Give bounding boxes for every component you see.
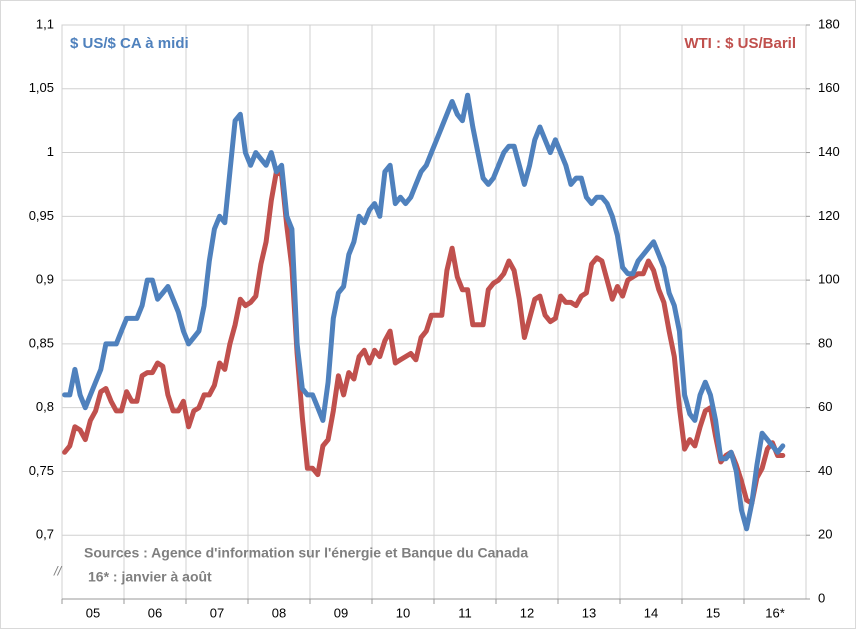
x-tick-label: 15 <box>706 605 720 620</box>
x-tick-label: 06 <box>148 605 162 620</box>
y-tick-label: 0,9 <box>36 272 54 287</box>
x-tick-label: 09 <box>334 605 348 620</box>
y-tick-label: 1,1 <box>36 16 54 31</box>
y-tick-label: 0,7 <box>36 527 54 542</box>
y2-tick-label: 180 <box>818 16 840 31</box>
y2-tick-label: 160 <box>818 80 840 95</box>
x-tick-label: 14 <box>644 605 658 620</box>
footnote: 16* : janvier à août <box>88 569 212 585</box>
y-tick-label: 0,95 <box>29 208 54 223</box>
y-tick-label: 0,85 <box>29 335 54 350</box>
y2-tick-label: 60 <box>818 399 832 414</box>
series-line <box>62 92 786 532</box>
y2-tick-label: 20 <box>818 527 832 542</box>
x-tick-label: 12 <box>520 605 534 620</box>
y-tick-label: 1 <box>47 144 54 159</box>
y2-tick-label: 80 <box>818 335 832 350</box>
y2-tick-label: 0 <box>818 590 825 605</box>
x-tick-label: 05 <box>86 605 100 620</box>
x-tick-label: 10 <box>396 605 410 620</box>
y-tick-label: 1,05 <box>29 80 54 95</box>
y2-tick-label: 100 <box>818 272 840 287</box>
source-note: Sources : Agence d'information sur l'éne… <box>84 545 528 561</box>
y2-tick-label: 140 <box>818 144 840 159</box>
series-line <box>62 169 786 506</box>
axis-break: // <box>53 563 63 578</box>
y-tick-label: 0,75 <box>29 463 54 478</box>
x-tick-label: 16* <box>765 605 785 620</box>
x-tick-label: 08 <box>272 605 286 620</box>
x-tick-label: 07 <box>210 605 224 620</box>
legend-usd-cad: $ US/$ CA à midi <box>70 35 189 52</box>
y2-tick-label: 40 <box>818 463 832 478</box>
y-tick-label: 0,8 <box>36 399 54 414</box>
legend-wti: WTI : $ US/Baril <box>684 35 796 52</box>
x-tick-label: 13 <box>582 605 596 620</box>
y2-tick-label: 120 <box>818 208 840 223</box>
x-tick-label: 11 <box>458 605 472 620</box>
